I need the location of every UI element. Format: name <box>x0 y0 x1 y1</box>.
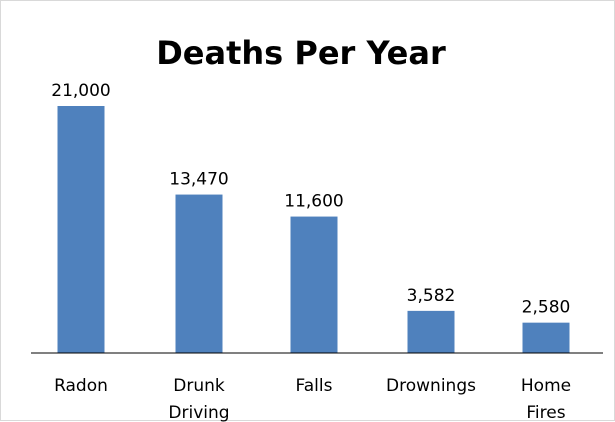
category-label-0-line-0: Radon <box>54 376 108 396</box>
category-labels-group: Radon Drunk Driving Falls Drownings Home Fires <box>54 376 571 422</box>
category-label-2-line-0: Falls <box>296 376 333 396</box>
data-label-0: 21,000 <box>51 81 110 101</box>
bar-4 <box>522 322 570 353</box>
bars-group <box>57 106 570 353</box>
data-labels-group: 21,000 13,470 11,600 3,582 2,580 <box>51 81 570 318</box>
data-label-4: 2,580 <box>522 298 571 318</box>
category-label-4-line-1: Fires <box>526 403 565 422</box>
bar-3 <box>407 310 455 353</box>
chart-title: Deaths Per Year <box>156 34 446 72</box>
bar-0 <box>57 106 105 353</box>
data-label-3: 3,582 <box>407 286 456 306</box>
data-label-2: 11,600 <box>284 192 343 212</box>
bar-2 <box>290 216 338 353</box>
category-label-1-line-1: Driving <box>168 403 229 422</box>
category-label-3-line-0: Drownings <box>386 376 476 396</box>
bar-1 <box>175 194 223 353</box>
data-label-1: 13,470 <box>169 170 228 190</box>
category-label-4-line-0: Home <box>521 376 571 396</box>
category-label-1-line-0: Drunk <box>173 376 225 396</box>
